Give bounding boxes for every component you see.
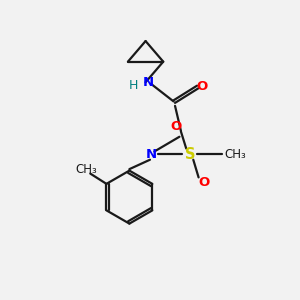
- Text: H: H: [129, 79, 139, 92]
- Text: N: N: [143, 76, 154, 89]
- Text: CH₃: CH₃: [224, 148, 246, 161]
- Text: CH₃: CH₃: [75, 163, 97, 176]
- Text: S: S: [184, 147, 195, 162]
- Text: O: O: [198, 176, 209, 189]
- Text: O: O: [196, 80, 208, 93]
- Text: N: N: [146, 148, 157, 161]
- Text: O: O: [170, 120, 181, 133]
